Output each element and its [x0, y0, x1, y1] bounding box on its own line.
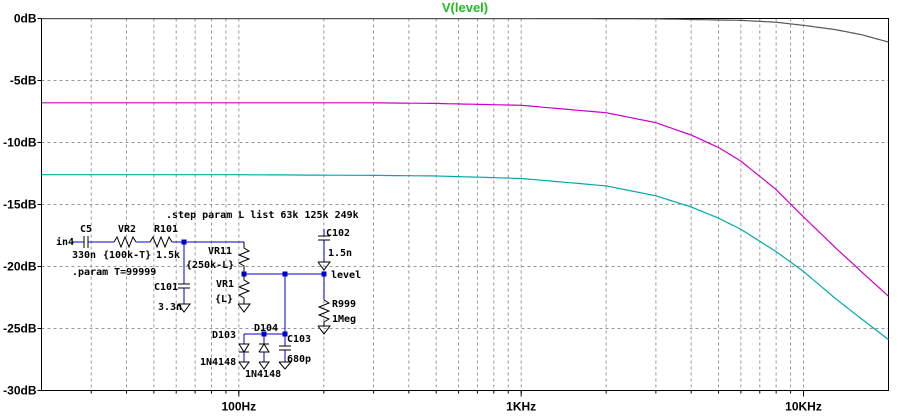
y-tick-label: -10dB — [3, 136, 37, 150]
c103-name: C103 — [287, 334, 311, 345]
series-line-2 — [41, 102, 889, 297]
x-tick-label: 10KHz — [785, 400, 822, 414]
ground-symbol — [177, 303, 191, 313]
c103-value: 680p — [287, 354, 311, 365]
x-axis: 100Hz 1KHz 10KHz — [90, 390, 822, 414]
c101-value: 3.3n — [158, 302, 182, 313]
d104-name: D104 — [254, 323, 278, 334]
vr11-name: VR11 — [208, 246, 232, 257]
schematic — [72, 229, 331, 370]
vr1-resistor — [237, 274, 251, 304]
y-tick-label: -25dB — [3, 322, 37, 336]
vr11-resistor — [237, 242, 251, 274]
series-group — [41, 18, 889, 341]
r999-value: 1Meg — [332, 314, 356, 325]
step-directive: .step param L list 63k 125k 249k — [166, 209, 359, 221]
vr2-value: {100k-T} — [103, 250, 151, 261]
c5-value: 330n — [72, 250, 96, 261]
y-axis: 0dB -5dB -10dB -15dB -20dB -25dB -30dB — [3, 12, 42, 398]
vr2-name: VR2 — [118, 224, 136, 235]
d103-value: 1N4148 — [200, 357, 236, 368]
ground-symbol — [317, 325, 331, 335]
ground-symbol — [237, 303, 251, 313]
vr2-resistor — [113, 235, 137, 249]
c102-value: 1.5n — [328, 248, 352, 259]
r999-name: R999 — [332, 299, 356, 310]
series-line-1 — [41, 18, 889, 43]
series-line-3 — [41, 174, 889, 341]
d104-value: 1N4148 — [245, 369, 281, 380]
in-net-label: in4 — [56, 236, 74, 248]
c102-name: C102 — [326, 228, 350, 239]
r101-name: R101 — [154, 224, 178, 235]
y-tick-label: -30dB — [3, 384, 37, 398]
r999-resistor — [317, 299, 331, 326]
ground-symbol — [238, 361, 250, 370]
level-net-label: level — [331, 270, 361, 281]
r101-value: 1.5k — [156, 250, 180, 261]
c101-name: C101 — [154, 282, 178, 293]
x-tick-label: 1KHz — [506, 400, 536, 414]
ground-symbol — [258, 361, 270, 370]
y-tick-label: -20dB — [3, 260, 37, 274]
ground-symbol — [317, 261, 331, 271]
y-tick-label: -15dB — [3, 198, 37, 212]
d103-name: D103 — [212, 330, 236, 341]
d103-diode — [238, 343, 250, 353]
vr11-value: {250k-L} — [186, 260, 234, 271]
ground-symbol — [278, 361, 293, 370]
param-directive: .param T=99999 — [72, 267, 156, 278]
chart-title: V(level) — [442, 0, 488, 15]
vr1-name: VR1 — [216, 279, 234, 290]
vr1-value: {L} — [215, 294, 233, 305]
y-tick-label: 0dB — [14, 12, 37, 26]
y-tick-label: -5dB — [10, 74, 37, 88]
c5-name: C5 — [80, 224, 92, 235]
r101-resistor — [149, 235, 173, 249]
schematic-labels: .step param L list 63k 125k 249k .param … — [56, 209, 361, 380]
x-tick-label: 100Hz — [221, 400, 256, 414]
